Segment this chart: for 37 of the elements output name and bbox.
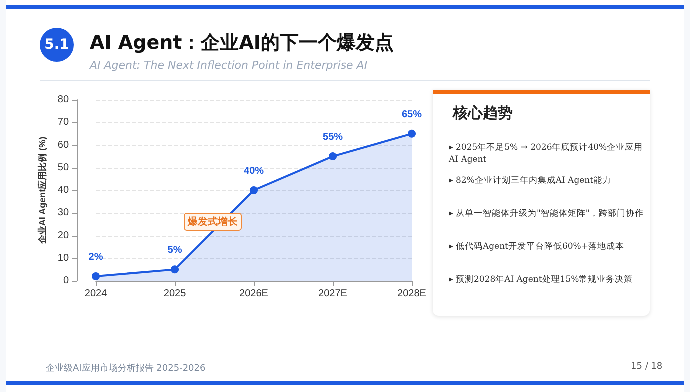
y-tick-label: 80 — [58, 94, 70, 106]
y-tick-label: 70 — [58, 117, 70, 128]
data-label: 65% — [402, 109, 422, 120]
y-tick-label: 60 — [58, 140, 70, 151]
y-tick-label: 40 — [58, 185, 70, 196]
point — [92, 272, 100, 280]
chart-title: AI Agent：企业AI的下一个爆发点 — [90, 31, 394, 56]
data-label: 5% — [168, 245, 182, 256]
data-label: 40% — [244, 166, 264, 177]
text: 15 / 18 — [631, 362, 663, 372]
text: ▸ 82%企业计划三年内集成AI Agent能力 — [449, 175, 613, 187]
text: 企业级AI应用市场分析报告 2025-2026 — [46, 362, 206, 375]
data-label: 2% — [88, 252, 104, 263]
x-tick-label: 2025 — [164, 288, 187, 300]
annotation: 爆发式增长 — [184, 213, 242, 231]
x-tick-label: 2027E — [318, 288, 348, 300]
y-tick-label: 30 — [58, 208, 70, 219]
point — [329, 152, 338, 161]
y-tick-label: 20 — [58, 230, 70, 242]
text: ▸ 低代码Agent开发平台降低60%+落地成本 — [449, 241, 626, 253]
point — [171, 266, 180, 274]
y-tick-label: 10 — [58, 252, 70, 264]
text: 5.1 — [40, 28, 74, 62]
point — [250, 186, 258, 194]
text: 核心趋势 — [453, 104, 514, 123]
x-tick-label: 2028E — [398, 288, 427, 300]
x-tick-label: 2026E — [240, 288, 269, 300]
point — [408, 130, 416, 138]
text: ▸ 预测2028年AI Agent处理15%常规业务决策 — [449, 274, 634, 286]
data-label: 55% — [323, 132, 344, 144]
x-tick-label: 2024 — [84, 288, 108, 300]
text: ▸ 从单一智能体升级为"智能体矩阵"，跨部门协作 — [449, 208, 645, 220]
y-tick-label: 50 — [58, 162, 70, 174]
text: ▸ 2025年不足5% → 2026年底预计40%企业应用AI Agent — [449, 142, 644, 166]
chart-subtitle: AI Agent: The Next Inflection Point in Enterprise AI — [90, 59, 368, 72]
y-tick-label: 0 — [63, 276, 70, 286]
y-axis-title: 企业AI Agent应用比例 (%) — [38, 136, 48, 246]
